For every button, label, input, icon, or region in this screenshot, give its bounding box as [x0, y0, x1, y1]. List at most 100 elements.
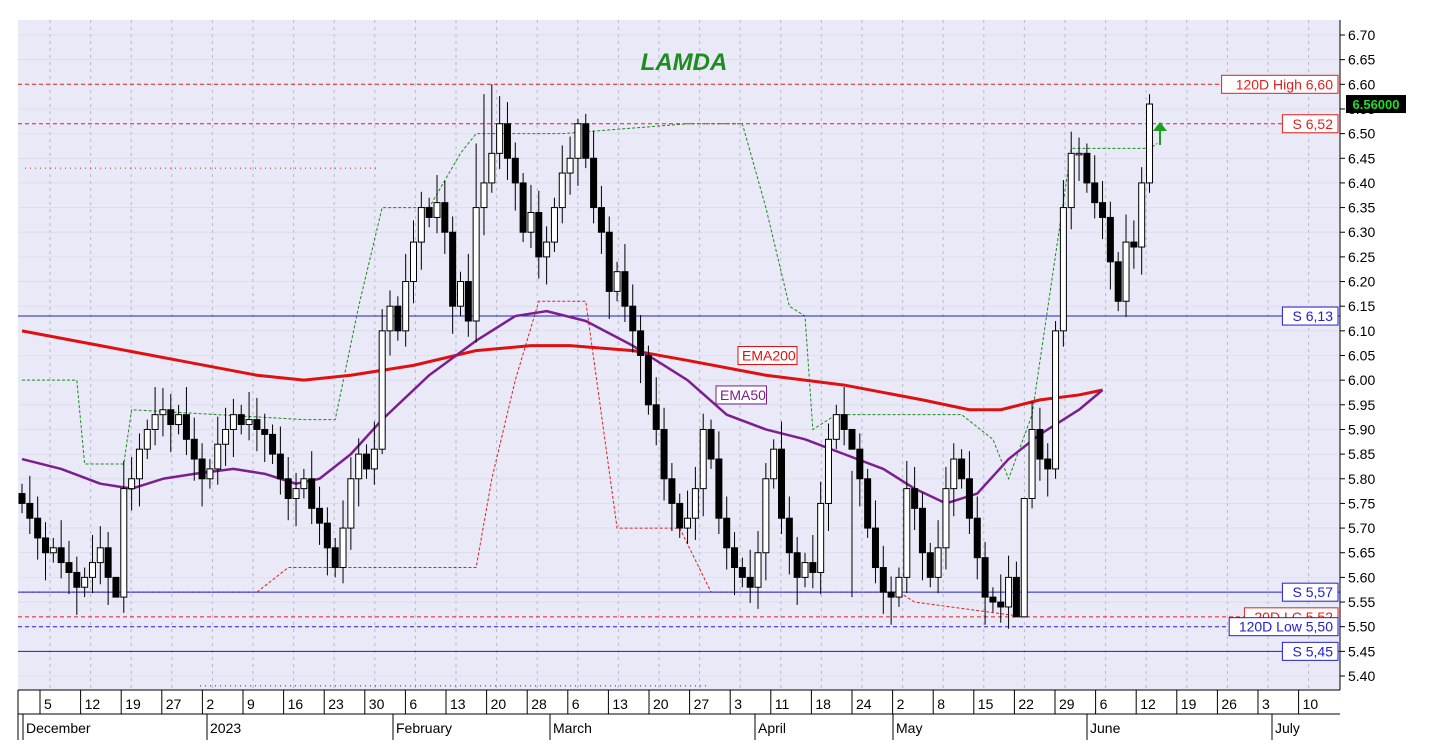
indicator-label: EMA200 [737, 346, 798, 365]
candle [911, 466, 919, 531]
candle [793, 536, 801, 605]
y-tick-label: 5.40 [1348, 668, 1375, 684]
candle [57, 520, 65, 579]
candle [1028, 401, 1036, 509]
candle [347, 457, 355, 550]
candle [950, 443, 958, 517]
x-tick-label: 8 [937, 696, 945, 712]
candle [997, 574, 1005, 623]
level-label-text: 120D High 6,60 [1236, 76, 1334, 92]
candle [410, 220, 417, 304]
candle [316, 486, 324, 545]
candle [519, 173, 527, 243]
candlesticks [18, 84, 1154, 629]
candle [1106, 201, 1114, 290]
y-tick-label: 6.40 [1348, 175, 1375, 191]
level-label-text: S 6,52 [1293, 116, 1334, 132]
support-resistance-lines [18, 83, 1340, 652]
x-tick-label: 12 [85, 696, 101, 712]
candle [511, 142, 519, 211]
candle [1020, 497, 1028, 618]
candle [190, 417, 198, 481]
candle [942, 466, 950, 570]
y-tick-label: 6.10 [1348, 323, 1375, 339]
candle [1052, 320, 1060, 479]
candle [566, 136, 574, 195]
chart-title: LAMDA [641, 49, 728, 76]
candle [903, 461, 911, 594]
y-tick-label: 6.60 [1348, 76, 1375, 92]
y-tick-label: 6.20 [1348, 274, 1375, 290]
level-label: S 5,57 [1281, 582, 1339, 602]
candle [253, 397, 261, 452]
candle [104, 532, 112, 605]
y-tick-label: 6.35 [1348, 200, 1375, 216]
candle [1083, 143, 1091, 193]
candle [864, 468, 872, 538]
candle [965, 451, 973, 534]
candle [449, 216, 457, 334]
candle [214, 416, 222, 485]
indicator-labels: EMA200 EMA50 [715, 346, 798, 405]
candle [989, 587, 997, 612]
candle [503, 102, 511, 180]
candle [1005, 555, 1013, 629]
candle [128, 457, 136, 511]
candle [1012, 561, 1020, 618]
candle [887, 576, 895, 625]
candle [370, 421, 378, 485]
candle [441, 180, 449, 254]
x-tick-label: 13 [612, 696, 628, 712]
candle [684, 490, 692, 544]
candle [88, 534, 96, 594]
candle [159, 388, 167, 437]
candle [668, 462, 676, 532]
x-tick-label: 22 [1018, 696, 1034, 712]
candle [229, 398, 237, 458]
x-tick-label: 12 [1140, 696, 1156, 712]
indicator-label-text: EMA200 [742, 348, 796, 364]
month-label: December [26, 720, 91, 736]
x-tick-label: 9 [247, 696, 255, 712]
candle [785, 496, 793, 575]
candle [472, 143, 480, 343]
candle [355, 438, 363, 507]
candle [848, 428, 856, 598]
x-tick-label: 27 [694, 696, 710, 712]
candle [637, 315, 645, 384]
level-label: 120D Low 5,50 [1228, 617, 1339, 637]
level-label: S 6,52 [1281, 114, 1339, 134]
candle [1059, 179, 1067, 347]
candle [754, 531, 762, 609]
candle [292, 472, 300, 527]
y-tick-label: 6.70 [1348, 27, 1375, 43]
candle [652, 377, 660, 446]
candle [65, 540, 73, 595]
candle [832, 404, 840, 450]
y-axis: 6.706.656.606.556.506.456.406.356.306.25… [1339, 20, 1375, 690]
candle [918, 492, 926, 581]
x-tick-label: 16 [288, 696, 304, 712]
candle [175, 404, 183, 435]
candle [590, 130, 598, 224]
x-tick-label: 30 [369, 696, 385, 712]
x-axis: 5 12 19 27 2 9 16 23 30 6 13 20 28 6 13 20 27 3 11 18 24 2 8 15… [17, 689, 1340, 740]
candle [182, 387, 190, 456]
y-tick-label: 5.80 [1348, 471, 1375, 487]
y-tick-label: 5.85 [1348, 446, 1375, 462]
y-tick-label: 5.45 [1348, 643, 1375, 659]
candle [198, 443, 206, 507]
y-tick-label: 6.05 [1348, 348, 1375, 364]
candle [840, 387, 848, 446]
x-tick-label: 15 [978, 696, 994, 712]
candle [691, 466, 699, 540]
y-tick-label: 6.25 [1348, 249, 1375, 265]
y-tick-label: 5.55 [1348, 594, 1375, 610]
last-price-text: 6.56000 [1353, 97, 1400, 112]
candle [934, 520, 942, 594]
candle [660, 407, 668, 501]
candle [676, 493, 684, 538]
candle [550, 197, 558, 252]
x-tick-label: 11 [775, 696, 790, 712]
month-label: April [758, 720, 786, 736]
